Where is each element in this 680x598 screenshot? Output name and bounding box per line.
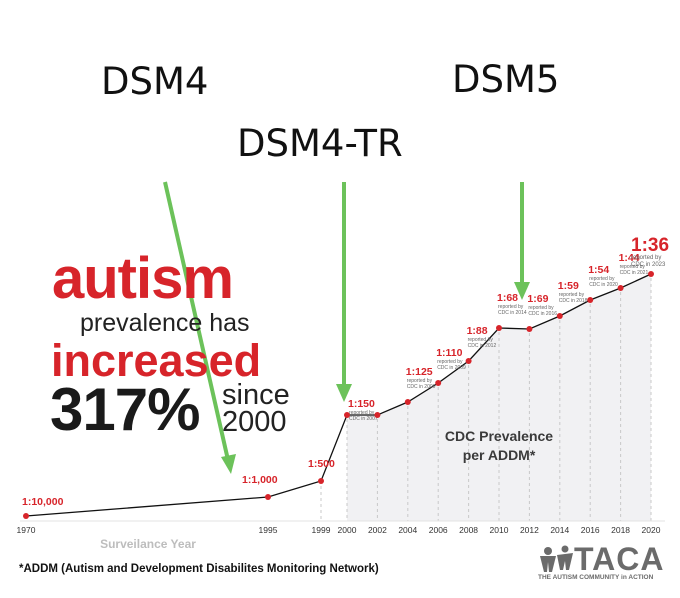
- x-tick-label: 1995: [259, 525, 278, 535]
- data-note: CDC in 2021: [620, 270, 649, 276]
- data-note: CDC in 2018: [559, 298, 588, 304]
- chart-shaded-area: [347, 274, 651, 521]
- data-note: reported by: [528, 305, 554, 311]
- data-note: CDC in 2014: [498, 310, 527, 316]
- x-axis-ticks: 1970 1995 1999 2000 2002 2004 2006 2008 2010 2012…: [17, 525, 661, 535]
- data-point: [496, 325, 502, 331]
- data-point: [265, 494, 271, 500]
- dsm5-label: DSM5: [452, 58, 560, 101]
- taca-logo-tagline: THE AUTISM COMMUNITY in ACTION: [538, 574, 654, 581]
- data-note: reported by: [620, 264, 646, 270]
- dsm4-arrow-head: [221, 454, 236, 474]
- data-label: 1:54: [588, 264, 609, 276]
- data-note: CDC in 2012: [468, 343, 497, 349]
- chart-title-line2: per ADDM*: [463, 447, 536, 463]
- data-point: [435, 380, 442, 386]
- x-tick-label: 2018: [611, 525, 630, 535]
- x-tick-label: 2016: [581, 525, 600, 535]
- data-point: [556, 313, 563, 319]
- data-note: CDC in 2009: [437, 365, 466, 371]
- data-note: CDC in 2007: [349, 416, 378, 422]
- data-label: 1:88: [467, 325, 488, 337]
- data-point: [465, 358, 472, 364]
- headline-increased: increased: [51, 335, 262, 386]
- data-point: [318, 478, 324, 484]
- data-label: 1:110: [436, 347, 462, 359]
- data-point: [587, 297, 594, 303]
- data-point: [526, 326, 533, 332]
- data-label: 1:68: [497, 292, 518, 304]
- data-note: reported by: [559, 292, 585, 298]
- taca-logo-text: TACA: [574, 541, 665, 577]
- footnote: *ADDM (Autism and Development Disabilite…: [19, 563, 379, 575]
- dsm-arrows: [163, 181, 530, 474]
- data-label: 1:1,000: [242, 474, 278, 486]
- data-point: [374, 412, 381, 418]
- data-note: reported by: [631, 255, 661, 261]
- data-note: reported by: [498, 304, 524, 310]
- data-note: CDC in 2009: [407, 384, 436, 390]
- data-label: 1:69: [527, 293, 548, 305]
- taca-logo-icon: [540, 545, 573, 572]
- x-tick-label: 2014: [550, 525, 569, 535]
- data-label: 1:59: [558, 280, 579, 292]
- x-tick-label: 2012: [520, 525, 539, 535]
- data-label: 1:44: [619, 252, 640, 264]
- x-tick-label: 1999: [312, 525, 331, 535]
- x-tick-label: 1970: [17, 525, 36, 535]
- x-axis-label: Surveilance Year: [100, 537, 196, 551]
- x-tick-label: 2020: [642, 525, 661, 535]
- data-point: [23, 513, 29, 519]
- data-label: 1:150: [348, 398, 375, 410]
- data-note: reported by: [407, 378, 433, 384]
- dsm5-arrow-head: [514, 282, 530, 300]
- headline-since: since: [222, 379, 290, 411]
- dsm4-label: DSM4: [101, 60, 209, 103]
- x-tick-label: 2008: [459, 525, 478, 535]
- headline-autism: autism: [52, 246, 234, 311]
- data-point: [404, 399, 411, 405]
- chart-title-line1: CDC Prevalence: [445, 428, 553, 444]
- data-note: CDC in 2023: [631, 262, 666, 268]
- data-note: reported by: [468, 337, 494, 343]
- data-label: 1:125: [406, 366, 433, 378]
- chart-grid: [320, 278, 652, 521]
- dsm4tr-label: DSM4-TR: [237, 122, 403, 165]
- data-point: [344, 412, 350, 418]
- data-note: CDC in 2016: [528, 311, 557, 317]
- data-label: 1:500: [308, 458, 335, 470]
- data-point: [648, 271, 654, 277]
- data-note: reported by: [589, 276, 615, 282]
- x-tick-label: 2006: [429, 525, 448, 535]
- headline-prevalence-has: prevalence has: [80, 309, 250, 337]
- x-tick-label: 2002: [368, 525, 387, 535]
- x-tick-label: 2010: [490, 525, 509, 535]
- dsm4-arrow: [163, 181, 230, 461]
- data-note: reported by: [349, 410, 375, 416]
- x-tick-label: 2000: [338, 525, 357, 535]
- data-label: 1:10,000: [22, 496, 64, 508]
- data-note: CDC in 2020: [589, 282, 618, 288]
- chart-series-line: [25, 273, 652, 517]
- data-label: 1:36: [631, 235, 669, 256]
- dsm4tr-arrow-head: [336, 384, 352, 402]
- x-tick-label: 2004: [398, 525, 417, 535]
- data-note: reported by: [437, 359, 463, 365]
- headline-year: 2000: [222, 406, 287, 438]
- headline-percent: 317%: [50, 376, 200, 443]
- data-point: [617, 285, 624, 291]
